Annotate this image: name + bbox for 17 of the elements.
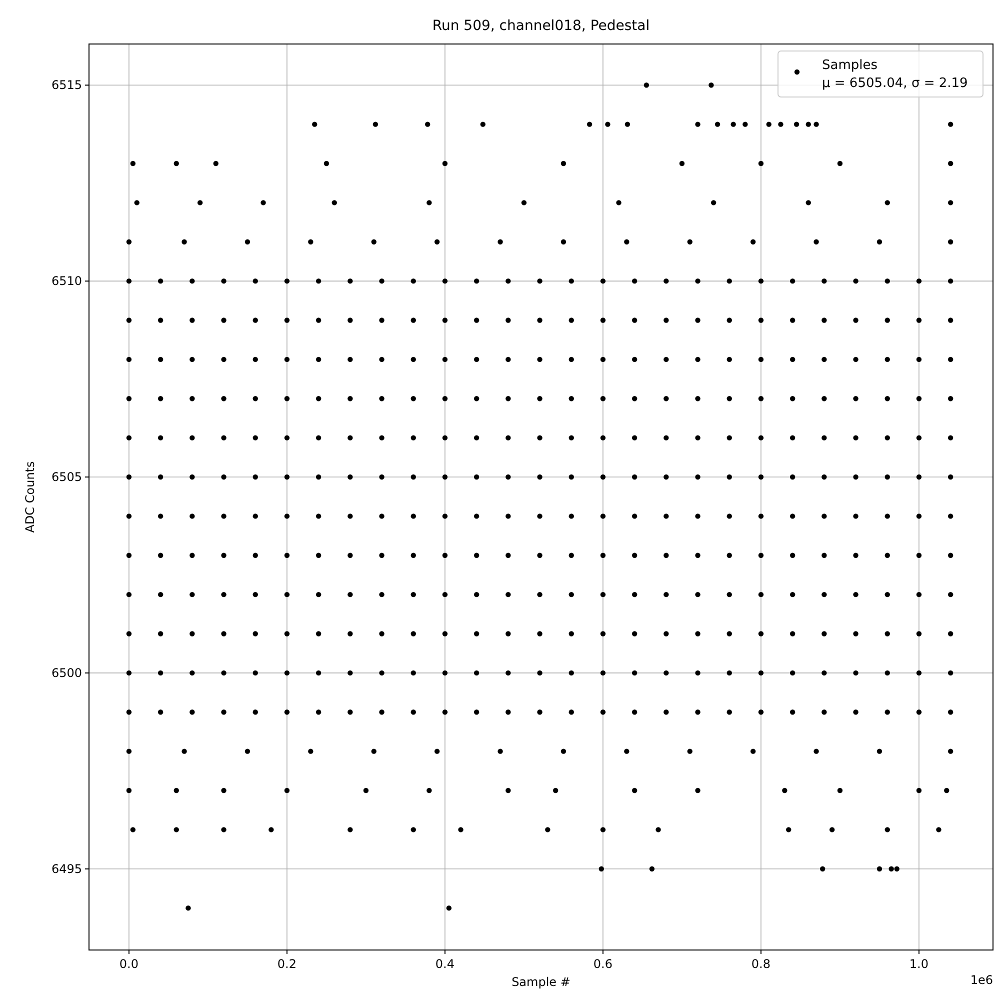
x-tick-label: 0.6 bbox=[593, 957, 613, 971]
x-axis-title: Sample # bbox=[512, 975, 570, 989]
y-tick-label: 6515 bbox=[51, 78, 82, 92]
y-tick-label: 6500 bbox=[51, 666, 82, 680]
x-tick-label: 0.2 bbox=[277, 957, 297, 971]
y-axis-title: ADC Counts bbox=[23, 461, 37, 533]
x-tick-label: 1.0 bbox=[909, 957, 929, 971]
y-tick-label: 6510 bbox=[51, 274, 82, 288]
annotation: μ = 6505.04, σ = 2.19 bbox=[822, 76, 968, 91]
chart-title: Run 509, channel018, Pedestal bbox=[432, 18, 650, 34]
x-tick-label: 0.8 bbox=[751, 957, 771, 971]
y-tick-label: 6505 bbox=[51, 470, 82, 484]
legend-label: Samples bbox=[822, 58, 878, 73]
y-tick-label: 6495 bbox=[51, 862, 82, 876]
text: 1e6 bbox=[970, 973, 993, 987]
x-tick-label: 0.0 bbox=[119, 957, 139, 971]
x-tick-label: 0.4 bbox=[435, 957, 455, 971]
